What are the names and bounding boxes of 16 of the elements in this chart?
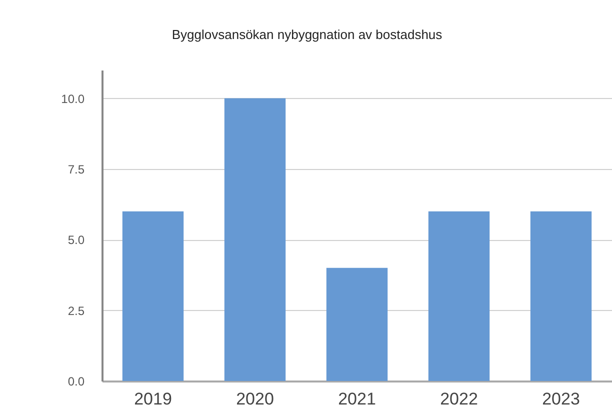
x-tick-label: 2021 (338, 390, 376, 408)
x-tick-label: 2020 (236, 390, 274, 408)
chart-title: Bygglovsansökan nybyggnation av bostadshus (172, 27, 443, 42)
y-tick-label: 10.0 (61, 92, 85, 106)
bar (530, 211, 592, 381)
bar (428, 211, 490, 381)
bar (122, 211, 184, 381)
y-tick-label: 2.5 (68, 304, 85, 318)
y-tick-label: 7.5 (68, 162, 85, 176)
x-tick-label: 2019 (134, 390, 172, 408)
y-tick-label: 5.0 (68, 233, 85, 248)
bar (326, 268, 388, 381)
x-tick-label: 2022 (440, 390, 478, 408)
x-tick-label: 2023 (542, 390, 580, 408)
y-tick-label: 0.0 (68, 374, 85, 388)
bar (224, 98, 286, 381)
